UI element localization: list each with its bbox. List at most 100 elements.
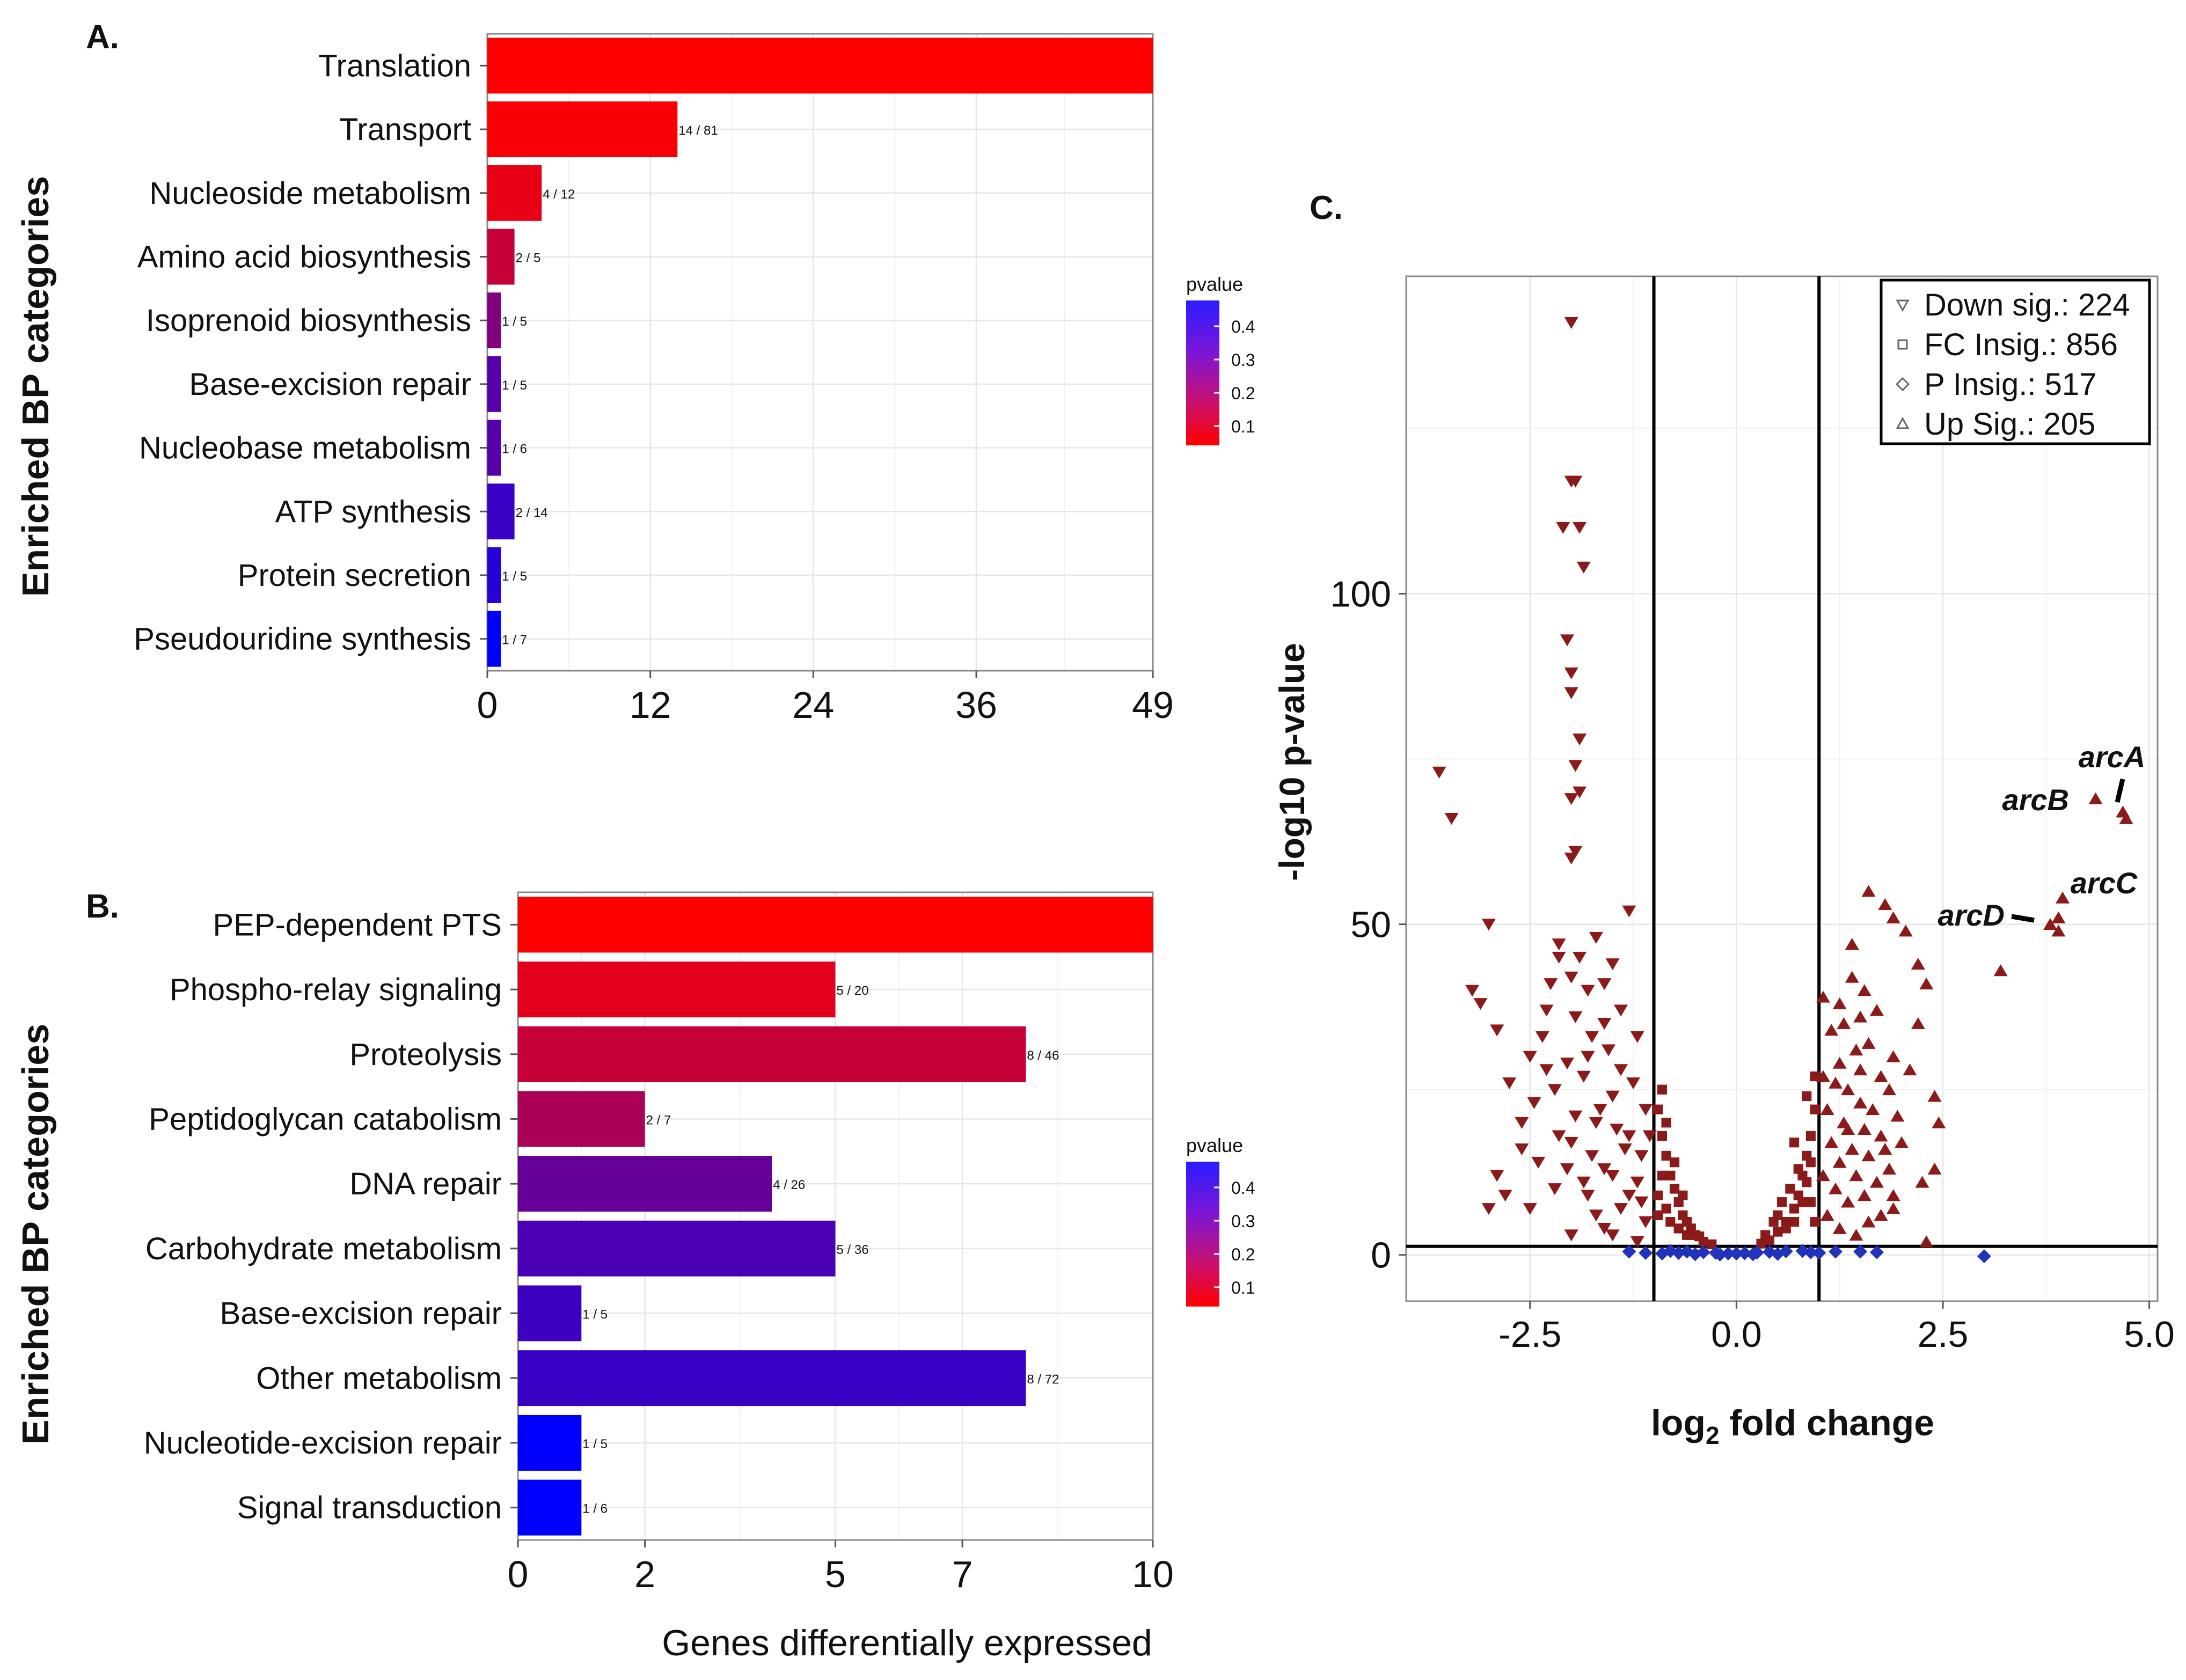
down-sig-point	[1634, 1150, 1649, 1162]
ratio-data-label: 5 / 36	[837, 1243, 869, 1257]
down-sig-point	[1515, 1117, 1529, 1129]
up-sig-point	[1927, 1090, 1942, 1102]
up-sig-point	[1861, 885, 1876, 897]
down-sig-point	[1614, 1064, 1628, 1076]
up-sig-point	[1878, 898, 1892, 911]
up-sig-point	[1853, 1010, 1868, 1023]
plot-frame	[486, 33, 1154, 672]
down-sig-point	[1552, 938, 1566, 951]
bar	[487, 420, 501, 476]
up-sig-point	[1816, 1070, 1830, 1082]
panel-c-xlabel: log2 fold change	[1651, 1403, 1934, 1449]
up-sig-point	[2119, 812, 2133, 824]
up-sig-point	[1861, 1215, 1876, 1228]
panel-b-label: B.	[86, 888, 119, 925]
down-sig-point	[1589, 1117, 1603, 1129]
fc-insig-point	[1756, 1238, 1766, 1249]
p-insig-point	[1713, 1248, 1727, 1262]
fc-insig-point	[1653, 1104, 1663, 1114]
fc-insig-point	[1789, 1138, 1800, 1148]
bar	[518, 1026, 1026, 1082]
down-sig-point	[1473, 998, 1488, 1010]
up-sig-point	[1857, 1189, 1871, 1201]
up-sig-point	[1845, 1142, 1859, 1155]
up-sig-point	[1820, 1103, 1834, 1116]
down-sig-point	[1481, 1203, 1496, 1215]
p-insig-point	[1829, 1244, 1843, 1259]
up-sig-point	[1898, 925, 1913, 937]
x-tick-label: 5	[825, 1553, 846, 1595]
panel-c-xlabel-base: log	[1651, 1403, 1706, 1443]
legend-entry-label: FC Insig.: 856	[1924, 327, 2118, 362]
up-sig-point	[1841, 1123, 1855, 1135]
fc-insig-point	[1657, 1131, 1668, 1141]
panel-a-label: A.	[86, 19, 119, 56]
down-sig-point	[1564, 971, 1578, 984]
x-tick-label: 49	[1132, 684, 1174, 726]
up-sig-point	[2056, 891, 2070, 904]
legend-tick-label: 0.4	[1231, 317, 1255, 336]
color-scale-bar	[1186, 1162, 1219, 1307]
ratio-data-label: 1 / 6	[582, 1502, 608, 1516]
up-sig-point	[1993, 964, 2008, 977]
ratio-data-label: 5 / 20	[837, 984, 869, 998]
down-sig-point	[1523, 1051, 1537, 1063]
up-sig-point	[1849, 1044, 1863, 1056]
down-sig-point	[1576, 1070, 1591, 1083]
panel-b-chart: Enriched BP categories Genes differentia…	[14, 891, 1255, 1663]
legend-square-icon	[1897, 339, 1908, 350]
up-sig-point	[2088, 792, 2103, 804]
up-sig-point	[1849, 1229, 1863, 1241]
legend-entry-label: Up Sig.: 205	[1924, 407, 2095, 442]
down-sig-point	[1481, 919, 1496, 931]
down-sig-point	[1564, 1136, 1578, 1149]
fc-insig-point	[1793, 1164, 1803, 1174]
fc-insig-point	[1661, 1118, 1671, 1128]
down-sig-point	[1527, 1097, 1541, 1110]
category-label: Transport	[339, 112, 471, 147]
fc-insig-point	[1653, 1210, 1663, 1220]
down-sig-point	[1630, 1031, 1644, 1043]
p-insig-point	[1655, 1246, 1669, 1261]
bar	[487, 483, 515, 540]
category-label: Isoprenoid biosynthesis	[146, 303, 471, 338]
down-sig-point	[1593, 1104, 1607, 1116]
down-sig-point	[1564, 317, 1578, 329]
p-insig-point	[1771, 1246, 1785, 1261]
up-sig-point	[1927, 1162, 1942, 1175]
up-sig-point	[1919, 1235, 1934, 1248]
fc-insig-point	[1661, 1150, 1671, 1161]
ratio-data-label: 1 / 5	[582, 1437, 608, 1451]
up-sig-point	[1837, 1017, 1851, 1029]
p-insig-point	[1688, 1247, 1702, 1261]
down-sig-point	[1444, 813, 1459, 825]
down-sig-point	[1576, 561, 1591, 574]
color-scale-bar	[1186, 300, 1219, 445]
fc-insig-point	[1805, 1197, 1816, 1207]
up-sig-point	[1853, 1063, 1868, 1076]
annotation-label: arcD	[1938, 898, 2005, 932]
category-label: Translation	[318, 48, 471, 83]
down-sig-point	[1564, 793, 1578, 805]
up-sig-point	[1845, 937, 1859, 950]
down-sig-point	[1585, 1150, 1599, 1162]
down-sig-point	[1573, 951, 1587, 964]
p-insig-point	[1671, 1246, 1686, 1260]
category-label: Proteolysis	[349, 1037, 502, 1072]
up-sig-point	[1853, 1096, 1868, 1109]
category-label: Base-excision repair	[189, 367, 471, 402]
fc-insig-point	[1669, 1157, 1680, 1168]
legend-title: pvalue	[1186, 1134, 1243, 1156]
x-tick-label: 0	[508, 1553, 529, 1595]
legend-down-icon	[1896, 299, 1910, 312]
down-sig-point	[1630, 1176, 1644, 1189]
fc-insig-point	[1789, 1204, 1800, 1214]
category-label: Nucleobase metabolism	[139, 431, 471, 466]
up-sig-point	[1874, 1070, 1888, 1082]
legend-tick-label: 0.2	[1231, 384, 1255, 403]
category-label: DNA repair	[349, 1167, 502, 1201]
bar	[518, 1220, 836, 1276]
fc-insig-point	[1805, 1157, 1816, 1168]
fc-insig-point	[1802, 1177, 1812, 1187]
down-sig-point	[1432, 766, 1446, 779]
